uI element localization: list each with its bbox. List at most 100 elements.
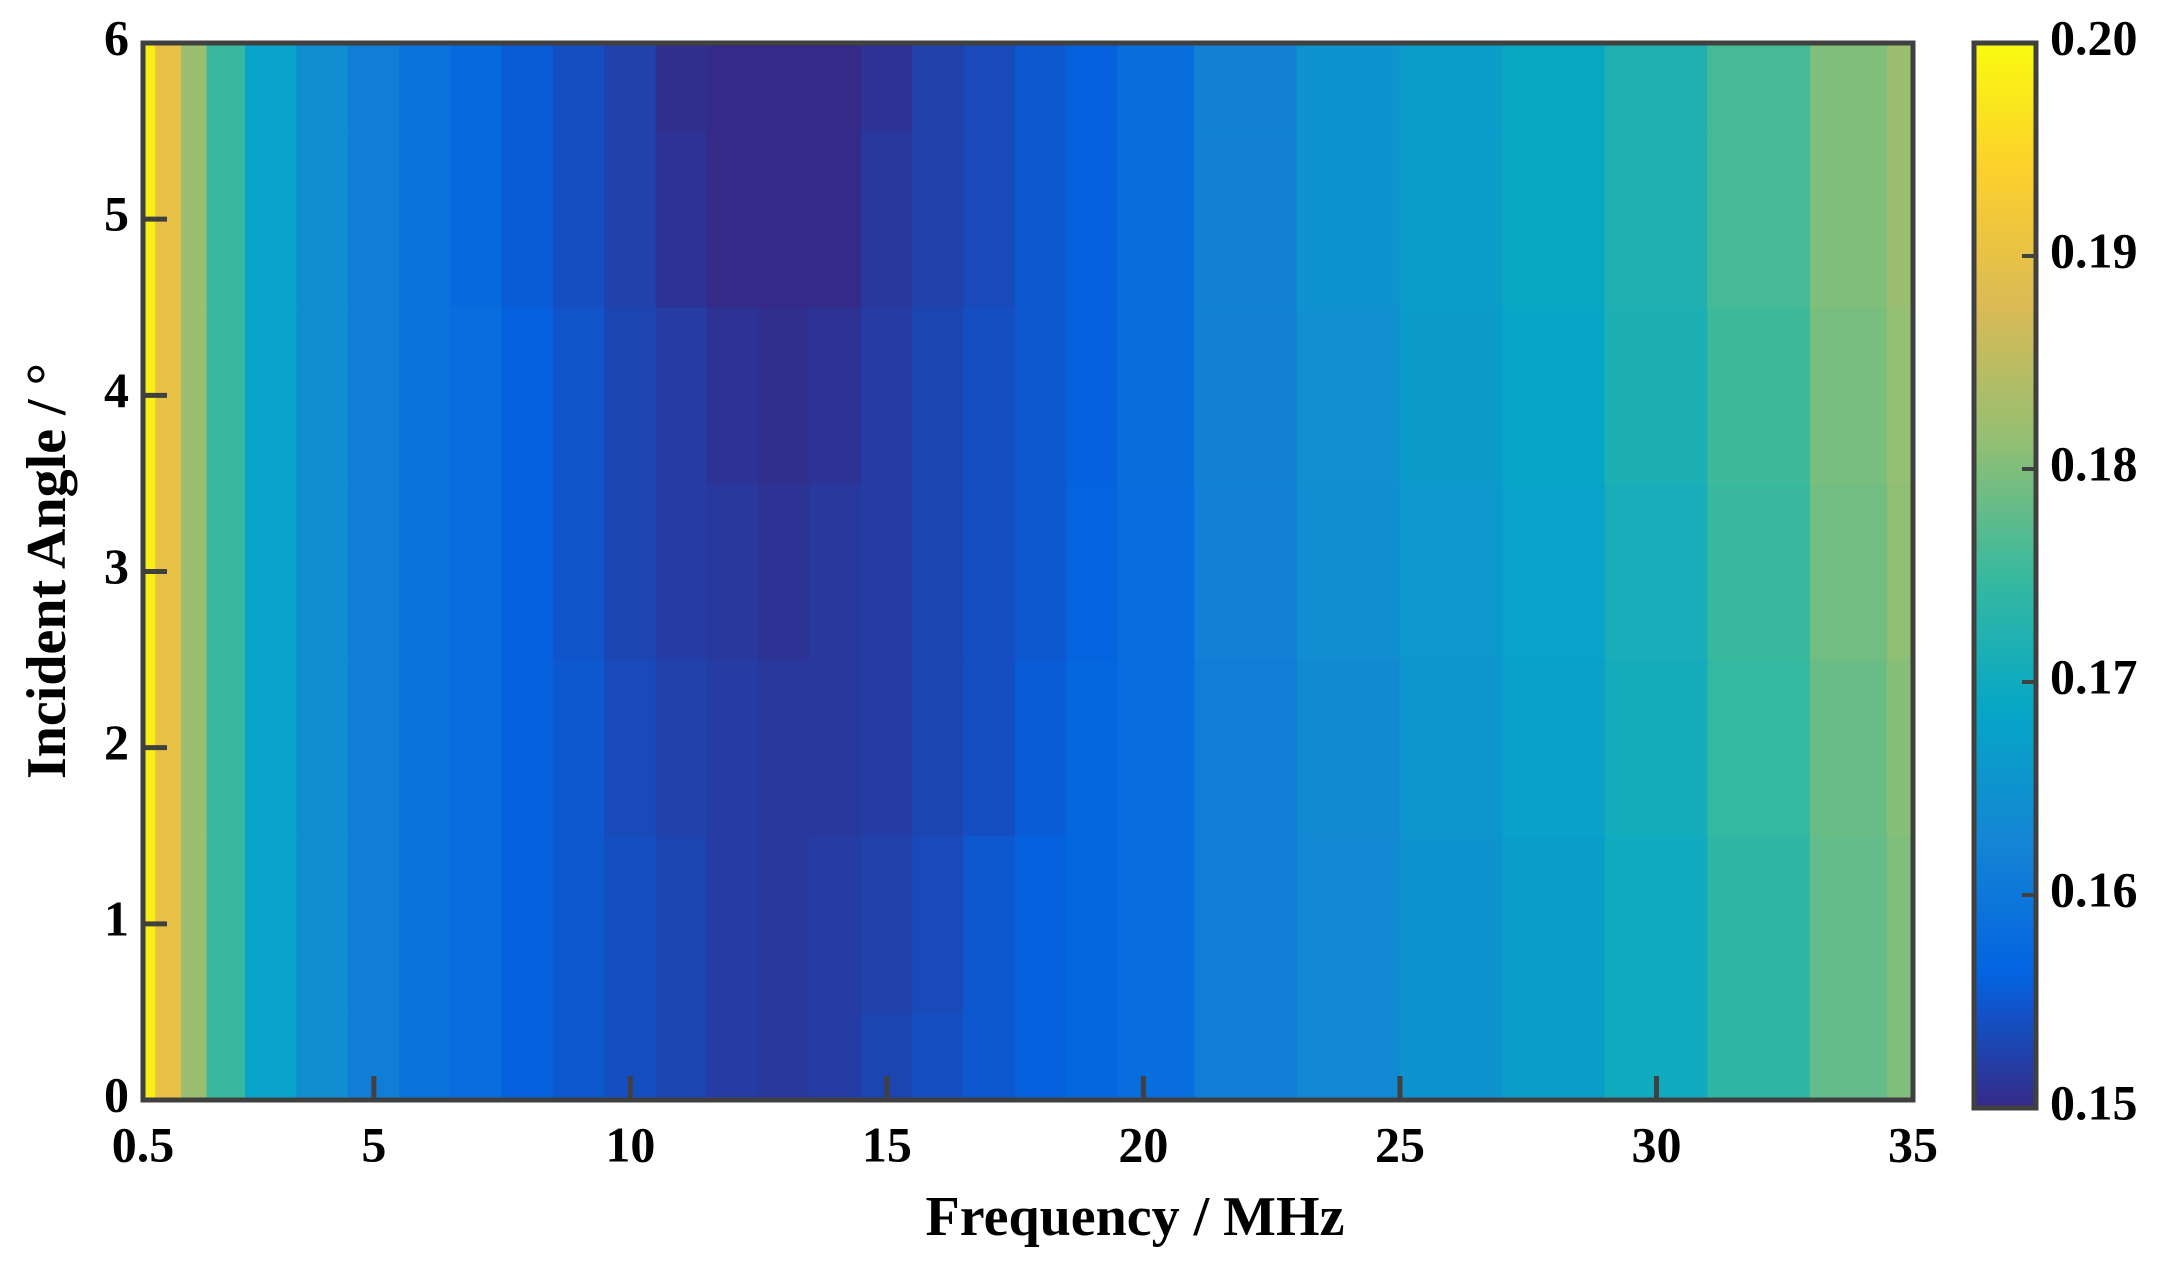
x-tick-label: 35 [1888,1116,1938,1172]
x-tick-label: 0.5 [112,1116,175,1172]
heat-cell [1194,42,1298,132]
heat-cell [296,482,349,661]
heat-cell [347,130,401,308]
colorbar-tick-label: 0.18 [2050,435,2138,491]
heat-cell [1296,42,1401,132]
heat-cell [1065,835,1119,1013]
heat-cell [860,659,914,837]
heat-cell [706,482,760,661]
heat-cell [1604,482,1709,661]
heat-cell [706,835,760,1013]
heat-cell [1014,1011,1067,1101]
colorbar-tick-label: 0.15 [2050,1074,2138,1130]
heat-cell [1399,835,1504,1013]
heat-cell [1707,42,1811,132]
heat-cell [1117,306,1196,484]
x-tick-label: 20 [1118,1116,1168,1172]
heat-cell [501,130,554,308]
heat-cell [758,835,811,1013]
y-tick-label: 4 [104,362,129,418]
heat-cell [1809,306,1888,484]
y-tick-label: 2 [104,714,129,770]
colorbar-tick-label: 0.19 [2050,222,2138,278]
heatmap [142,42,1914,1101]
heat-cell [860,130,914,308]
heat-cell [860,482,914,661]
heat-cell [809,482,862,661]
heat-cell [912,1011,965,1101]
heat-cell [1014,306,1067,484]
heat-cell [1809,482,1888,661]
heat-cell [450,130,503,308]
heat-cell [296,306,349,484]
heat-cell [1809,659,1888,837]
heat-cell [963,659,1016,837]
heat-cell [604,659,657,837]
heat-cell [245,130,298,308]
heat-cell [809,42,862,132]
heat-cell [180,1011,208,1101]
heat-cell [245,1011,298,1101]
heat-cell [180,306,208,484]
heat-cell [180,130,208,308]
heat-cell [706,306,760,484]
heat-cell [1399,482,1504,661]
heat-cell [860,42,914,132]
heat-cell [1117,42,1196,132]
heat-cell [296,659,349,837]
heat-cell [347,835,401,1013]
heat-cell [1014,42,1067,132]
heat-cell [1194,306,1298,484]
heat-cell [552,482,606,661]
heat-cell [963,42,1016,132]
heat-cell [180,42,208,132]
heat-cell [1296,659,1401,837]
colorbar-tick-label: 0.20 [2050,9,2138,65]
heat-cell [552,42,606,132]
heat-cell [1399,659,1504,837]
heat-cell [1707,482,1811,661]
heat-cell [1886,306,1914,484]
heat-cell [206,306,247,484]
heat-cell [347,659,401,837]
heat-cell [206,835,247,1013]
heat-cell [450,835,503,1013]
heat-cell [1502,42,1606,132]
heat-cell [655,482,708,661]
heat-cell [1065,659,1119,837]
heat-cell [155,1011,182,1101]
heat-cell [296,130,349,308]
heat-cell [399,482,452,661]
heat-cell [347,42,401,132]
heat-cell [1194,659,1298,837]
heat-cell [1604,659,1709,837]
heat-cell [296,835,349,1013]
colorbar-tick-label: 0.16 [2050,861,2138,917]
heat-cell [142,1011,157,1101]
heat-cell [347,482,401,661]
heat-cell [501,482,554,661]
heat-cell [296,42,349,132]
heat-cell [1065,306,1119,484]
heat-cell [809,130,862,308]
heat-cell [450,659,503,837]
x-tick-label: 5 [361,1116,386,1172]
heat-cell [399,835,452,1013]
heat-cell [1194,835,1298,1013]
colorbar-tick-label: 0.17 [2050,648,2138,704]
heat-cell [860,835,914,1013]
heat-cell [655,1011,708,1101]
heat-cell [1399,306,1504,484]
heat-cell [706,659,760,837]
heat-cell [142,42,157,132]
heat-cell [1296,306,1401,484]
heat-cell [180,482,208,661]
heat-cell [552,835,606,1013]
heat-cell [1194,482,1298,661]
heat-cell [450,306,503,484]
heat-cell [1014,835,1067,1013]
x-tick-label: 25 [1375,1116,1425,1172]
heat-cell [1886,482,1914,661]
heat-cell [1707,1011,1811,1101]
heat-cell [501,42,554,132]
